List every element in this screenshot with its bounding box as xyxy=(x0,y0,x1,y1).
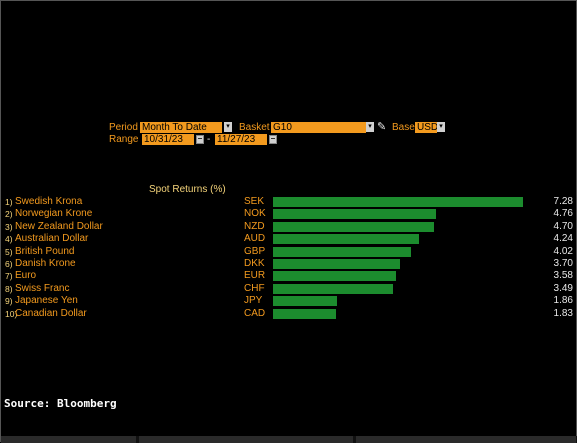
row-rank: 3) xyxy=(5,221,13,232)
period-select[interactable]: Month To Date xyxy=(140,122,222,133)
row-currency-name[interactable]: Japanese Yen xyxy=(15,295,78,307)
return-bar xyxy=(273,221,435,232)
period-dropdown-icon[interactable]: ▾ xyxy=(224,122,232,132)
table-row[interactable]: 9) Japanese Yen JPY 1.86 xyxy=(1,295,577,307)
row-rank: 4) xyxy=(5,234,13,245)
row-currency-name[interactable]: Canadian Dollar xyxy=(15,307,87,319)
range-end-calendar-icon[interactable] xyxy=(269,135,277,144)
range-label: Range xyxy=(109,134,139,145)
range-start-input[interactable]: 10/31/23 xyxy=(142,134,194,145)
return-bar xyxy=(273,197,523,207)
row-rank: 6) xyxy=(5,259,13,269)
row-currency-code: NZD xyxy=(244,220,265,232)
row-return-value: 4.24 xyxy=(553,233,573,245)
return-bar xyxy=(273,308,336,319)
return-bar xyxy=(273,271,396,282)
row-rank: 5) xyxy=(5,246,13,257)
row-currency-name[interactable]: Swiss Franc xyxy=(15,282,70,294)
row-return-value: 4.70 xyxy=(553,220,573,232)
row-currency-name[interactable]: Norwegian Krone xyxy=(15,208,93,220)
return-bar xyxy=(273,296,337,307)
return-bar xyxy=(273,209,437,220)
basket-label: Basket xyxy=(239,122,270,133)
table-row[interactable]: 7) Euro EUR 3.58 xyxy=(1,270,577,282)
row-rank: 2) xyxy=(5,209,13,220)
period-label: Period xyxy=(109,122,138,133)
spot-returns-heading: Spot Returns (%) xyxy=(149,184,226,195)
table-row[interactable]: 10) Canadian Dollar CAD 1.83 xyxy=(1,308,577,320)
row-return-value: 4.76 xyxy=(553,208,573,220)
bottom-scroll-strip xyxy=(1,436,577,443)
row-currency-code: CAD xyxy=(244,307,266,319)
return-bar xyxy=(273,259,401,269)
pencil-edit-icon[interactable]: ✎ xyxy=(377,121,387,133)
row-currency-name[interactable]: Swedish Krona xyxy=(15,196,83,207)
row-currency-name[interactable]: New Zealand Dollar xyxy=(15,220,103,232)
table-row[interactable]: 4) Australian Dollar AUD 4.24 xyxy=(1,233,577,245)
row-currency-name[interactable]: Australian Dollar xyxy=(15,233,89,245)
row-rank: 10) xyxy=(5,308,18,319)
table-row[interactable]: 6) Danish Krone DKK 3.70 xyxy=(1,258,577,270)
return-bar xyxy=(273,283,393,294)
row-currency-name[interactable]: British Pound xyxy=(15,245,75,257)
source-note: Source: Bloomberg xyxy=(4,397,117,410)
return-bar xyxy=(273,246,412,257)
base-label: Base xyxy=(392,122,415,133)
range-start-calendar-icon[interactable] xyxy=(196,135,204,144)
range-end-input[interactable]: 11/27/23 xyxy=(215,134,267,145)
row-currency-code: EUR xyxy=(244,270,266,282)
row-currency-name[interactable]: Danish Krone xyxy=(15,258,76,269)
basket-dropdown-icon[interactable]: ▾ xyxy=(366,122,374,132)
range-separator: - xyxy=(207,134,211,145)
row-rank: 9) xyxy=(5,296,13,307)
base-dropdown-icon[interactable]: ▾ xyxy=(437,122,445,132)
row-currency-code: JPY xyxy=(244,295,263,307)
row-rank: 8) xyxy=(5,283,13,294)
row-currency-code: AUD xyxy=(244,233,266,245)
basket-select[interactable]: G10 xyxy=(271,122,366,133)
return-bar xyxy=(273,234,419,245)
table-row[interactable]: 5) British Pound GBP 4.02 xyxy=(1,246,577,258)
base-select[interactable]: USD xyxy=(415,122,439,133)
row-return-value: 3.70 xyxy=(553,258,573,269)
row-return-value: 1.83 xyxy=(553,307,573,319)
row-return-value: 3.49 xyxy=(553,282,573,294)
row-rank: 1) xyxy=(5,197,13,207)
row-currency-code: CHF xyxy=(244,282,265,294)
row-return-value: 1.86 xyxy=(553,295,573,307)
table-row[interactable]: 3) New Zealand Dollar NZD 4.70 xyxy=(1,221,577,233)
table-row[interactable]: 1) Swedish Krona SEK 7.28 xyxy=(1,196,577,208)
table-row[interactable]: 8) Swiss Franc CHF 3.49 xyxy=(1,283,577,295)
row-return-value: 7.28 xyxy=(553,196,573,207)
table-row[interactable]: 2) Norwegian Krone NOK 4.76 xyxy=(1,208,577,220)
row-currency-code: SEK xyxy=(244,196,265,207)
row-currency-code: GBP xyxy=(244,245,266,257)
row-rank: 7) xyxy=(5,271,13,282)
row-currency-name[interactable]: Euro xyxy=(15,270,37,282)
row-return-value: 4.02 xyxy=(553,245,573,257)
row-return-value: 3.58 xyxy=(553,270,573,282)
row-currency-code: NOK xyxy=(244,208,266,220)
row-currency-code: DKK xyxy=(244,258,265,269)
